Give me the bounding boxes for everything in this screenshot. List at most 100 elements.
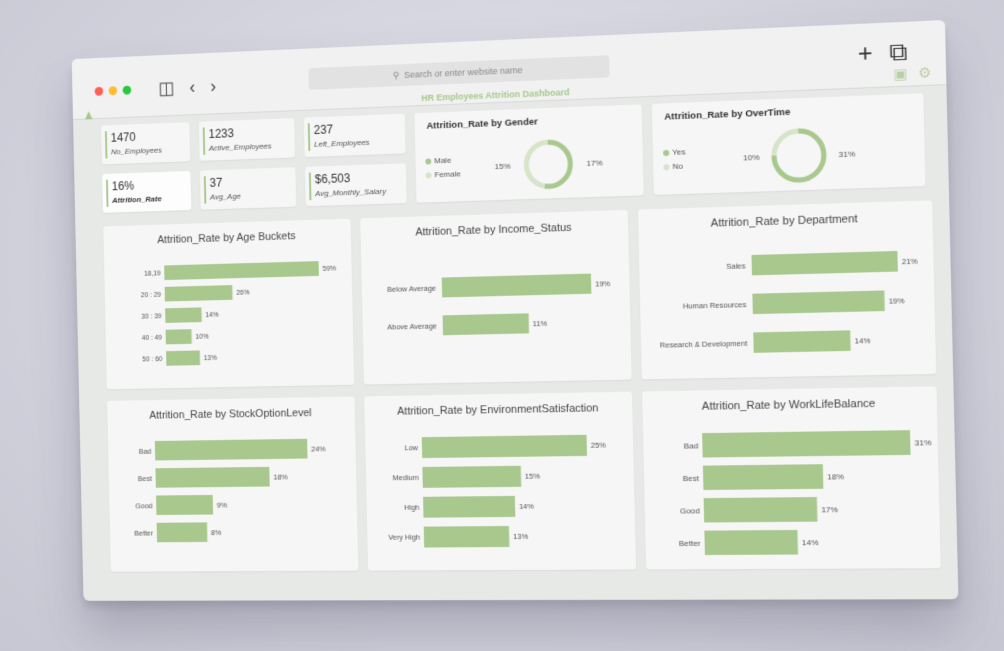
donut-slice[interactable]: [544, 141, 571, 186]
environment-chart-card[interactable]: Attrition_Rate by EnvironmentSatisfactio…: [364, 392, 636, 571]
dashboard-body: 1470 No_Employees 1233 Active_Employees …: [73, 84, 958, 601]
worklife-chart-card[interactable]: Attrition_Rate by WorkLifeBalance Bad 31%…: [642, 386, 941, 569]
forward-icon[interactable]: ›: [210, 76, 216, 96]
image-icon[interactable]: ▣: [893, 65, 907, 83]
bar-value-label: 10%: [195, 334, 208, 341]
kpi-label: Left_Employees: [314, 137, 405, 149]
kpi-label: Avg_Age: [210, 190, 296, 202]
bar-category-label: Best: [138, 474, 153, 483]
bar[interactable]: [157, 522, 208, 542]
nav-controls: ◫ ‹ ›: [158, 76, 216, 98]
sidebar-toggle-icon[interactable]: ◫: [158, 78, 174, 98]
bar-value-label: 15%: [525, 472, 541, 481]
income-status-chart-card[interactable]: Attrition_Rate by Income_Status Below Av…: [360, 210, 631, 385]
bar-category-label: High: [404, 503, 419, 512]
bar[interactable]: [703, 464, 823, 490]
kpi-card-selected[interactable]: 16% Attrition_Rate: [102, 171, 191, 213]
kpi-accent: [309, 173, 312, 201]
minimize-window-button[interactable]: [109, 86, 118, 95]
gear-icon[interactable]: ⚙: [918, 64, 932, 82]
tab-overview-icon[interactable]: ⧉: [889, 38, 908, 68]
back-icon[interactable]: ‹: [189, 77, 195, 97]
overtime-donut-chart: 10% 31%: [652, 93, 926, 195]
bar[interactable]: [702, 430, 910, 457]
kpi-value: 1470: [111, 128, 190, 145]
close-window-button[interactable]: [95, 87, 104, 96]
bar-category-label: Bad: [684, 441, 699, 450]
department-chart-card[interactable]: Attrition_Rate by Department Sales 21% Hum…: [638, 200, 936, 379]
bar-category-label: Good: [680, 506, 700, 515]
kpi-card[interactable]: $6,503 Avg_Monthly_Salary: [305, 163, 407, 206]
bar[interactable]: [753, 330, 850, 353]
department-bar-chart: Sales 21% Human Resources 19% Research & Dev…: [638, 200, 936, 379]
overtime-donut-card[interactable]: Attrition_Rate by OverTime Yes No 10% 31…: [652, 93, 926, 195]
bar-category-label: Medium: [393, 473, 419, 482]
bar[interactable]: [165, 307, 202, 323]
new-tab-icon[interactable]: +: [858, 40, 873, 69]
overtime-left-label: 10%: [743, 153, 760, 163]
stock-option-chart-card[interactable]: Attrition_Rate by StockOptionLevel Bad 24…: [107, 397, 358, 572]
bar[interactable]: [424, 526, 510, 548]
bar[interactable]: [704, 530, 798, 555]
bar[interactable]: [155, 439, 308, 461]
bar-value-label: 59%: [323, 266, 337, 273]
bar[interactable]: [166, 350, 200, 365]
bar-category-label: 40 : 49: [142, 335, 162, 342]
kpi-value: 37: [209, 173, 295, 190]
bar-category-label: Above Average: [387, 321, 437, 331]
bar-category-label: 30 : 39: [141, 314, 161, 321]
bar-value-label: 21%: [902, 257, 918, 267]
bar[interactable]: [442, 274, 592, 298]
bar[interactable]: [704, 497, 818, 522]
age-buckets-chart-card[interactable]: Attrition_Rate by Age Buckets 18,19 59% 20…: [103, 219, 354, 390]
bar[interactable]: [422, 435, 587, 458]
bar-category-label: 50 : 60: [142, 357, 162, 364]
kpi-card[interactable]: 1233 Active_Employees: [199, 118, 295, 161]
bar-category-label: Better: [134, 529, 153, 538]
kpi-card[interactable]: 37 Avg_Age: [200, 167, 296, 209]
kpi-card[interactable]: 237 Left_Employees: [304, 114, 406, 157]
kpi-accent: [106, 180, 108, 207]
kpi-accent: [105, 131, 107, 158]
bar[interactable]: [164, 261, 319, 280]
kpi-accent: [204, 176, 206, 203]
kpi-value: 237: [314, 120, 406, 137]
overtime-right-label: 31%: [838, 149, 855, 159]
bar-value-label: 24%: [311, 444, 326, 453]
stock-option-bar-chart: Bad 24% Best 18% Good 9% Better 8%: [107, 397, 358, 572]
bar[interactable]: [155, 467, 269, 488]
address-bar[interactable]: ⚲ Search or enter website name: [308, 55, 609, 90]
browser-window: ◫ ‹ › ⚲ Search or enter website name + ⧉…: [72, 20, 959, 601]
bar-value-label: 18%: [827, 472, 844, 481]
gender-donut-card[interactable]: Attrition_Rate by Gender Male Female 15%…: [414, 104, 643, 202]
bar[interactable]: [422, 466, 521, 488]
bar[interactable]: [751, 251, 897, 275]
bar-value-label: 13%: [204, 355, 217, 362]
bar-value-label: 14%: [855, 336, 871, 346]
bar[interactable]: [165, 285, 233, 301]
kpi-card[interactable]: 1470 No_Employees: [101, 122, 190, 164]
bar-value-label: 11%: [533, 319, 548, 328]
bar-value-label: 31%: [914, 438, 931, 448]
bar-category-label: Very High: [388, 533, 420, 542]
kpi-value: $6,503: [315, 169, 407, 186]
bar-value-label: 9%: [217, 501, 228, 510]
age-buckets-bar-chart: 18,19 59% 20 : 29 26% 30 : 39 14% 40 : 49 10% 50…: [103, 219, 354, 390]
bar[interactable]: [423, 496, 515, 518]
bar-category-label: 20 : 29: [141, 292, 161, 299]
bar-value-label: 26%: [236, 290, 250, 297]
income-status-bar-chart: Below Average 19% Above Average 11%: [360, 210, 631, 385]
bar[interactable]: [166, 329, 192, 344]
bar[interactable]: [156, 495, 213, 515]
bar-value-label: 14%: [519, 502, 535, 511]
bar-value-label: 14%: [802, 538, 819, 547]
bar-category-label: Good: [135, 501, 152, 510]
bar[interactable]: [443, 313, 529, 335]
bar[interactable]: [752, 290, 884, 314]
donut-slice[interactable]: [773, 131, 798, 155]
kpi-accent: [308, 123, 311, 151]
zoom-window-button[interactable]: [123, 86, 132, 95]
donut-slice[interactable]: [526, 142, 549, 186]
kpi-value: 16%: [112, 177, 191, 193]
